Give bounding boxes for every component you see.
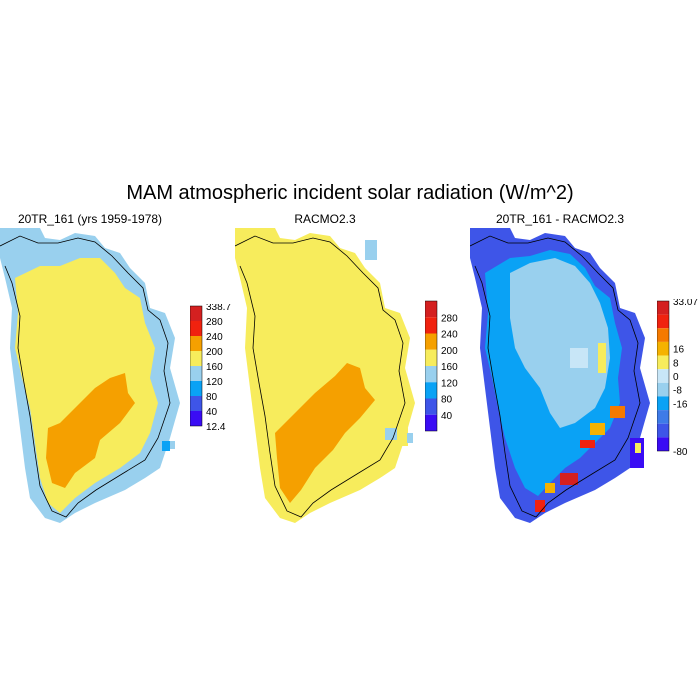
colorbar-swatch <box>425 366 437 383</box>
map-1-dot-east <box>162 441 175 451</box>
map-panel-1 <box>0 228 180 523</box>
colorbar-level-label: 200 <box>206 347 223 358</box>
panel-title-2: RACMO2.3 <box>294 212 356 226</box>
colorbar-swatch <box>425 301 437 318</box>
main-title: MAM atmospheric incident solar radiation… <box>126 182 574 204</box>
map-3-interior <box>510 258 610 428</box>
colorbar-swatch <box>657 423 669 438</box>
colorbar-min-label: -80 <box>673 447 688 458</box>
colorbar-level-label: 16 <box>673 345 685 356</box>
map-3-positive-coast <box>535 406 625 512</box>
colorbar-swatch <box>190 396 202 411</box>
colorbar-swatch <box>657 382 669 397</box>
map-2-coast-band <box>235 228 415 523</box>
colorbar-level-label: 40 <box>441 411 453 422</box>
colorbar-swatch <box>657 355 669 370</box>
map-3-dot-east <box>630 438 644 468</box>
colorbar-level-label: 80 <box>441 395 453 406</box>
colorbar-level-label: 240 <box>441 330 458 341</box>
map-2-coastline <box>235 235 406 518</box>
colorbar-1: 280 240 200 160 120 80 40 338.7 12.4 <box>190 304 231 433</box>
map-1-coastline <box>0 235 171 518</box>
colorbar-level-label: 120 <box>441 378 458 389</box>
colorbar-swatch <box>425 349 437 366</box>
colorbar-2: 280 240 200 160 120 80 40 <box>425 300 458 432</box>
colorbar-frame <box>190 305 203 427</box>
colorbar-swatch <box>190 411 202 426</box>
colorbar-level-label: 280 <box>206 317 223 328</box>
colorbar-swatch <box>657 369 669 383</box>
colorbar-swatch <box>425 382 437 399</box>
colorbar-max-label: 338.7 <box>206 304 231 313</box>
colorbar-level-label: 200 <box>441 346 458 357</box>
colorbar-level-label: 8 <box>673 358 679 369</box>
colorbar-swatch <box>190 321 202 336</box>
colorbar-frame <box>425 300 438 432</box>
map-panel-2 <box>235 228 415 523</box>
colorbar-swatch <box>657 314 669 329</box>
colorbar-level-label: 160 <box>441 362 458 373</box>
colorbar-swatch <box>190 366 202 381</box>
colorbar-swatch <box>425 414 437 431</box>
colorbar-frame <box>657 300 670 452</box>
map-3-coastline <box>470 235 641 518</box>
colorbar-min-label: 12.4 <box>206 422 226 433</box>
colorbar-swatch <box>190 381 202 396</box>
colorbar-level-label: 80 <box>206 392 218 403</box>
colorbar-level-label: 280 <box>441 313 458 324</box>
panel-title-1: 20TR_161 (yrs 1959-1978) <box>17 212 163 226</box>
colorbar-swatch <box>657 328 669 342</box>
colorbar-swatch <box>657 410 669 424</box>
colorbar-swatch <box>657 301 669 315</box>
colorbar-swatch <box>657 341 669 356</box>
map-2-dot-east <box>400 428 413 446</box>
colorbar-swatch <box>190 351 202 366</box>
colorbar-level-label: 40 <box>206 407 218 418</box>
colorbar-level-label: 160 <box>206 362 223 373</box>
colorbar-swatch <box>425 398 437 415</box>
panel-title-3: 20TR_161 - RACMO2.3 <box>495 212 625 226</box>
colorbar-swatch <box>425 317 437 334</box>
colorbar-level-label: 120 <box>206 377 223 388</box>
colorbar-level-label: -8 <box>673 386 682 397</box>
colorbar-level-label: 240 <box>206 332 223 343</box>
colorbar-swatch <box>657 396 669 411</box>
colorbar-level-label: -16 <box>673 399 688 410</box>
colorbar-swatch <box>190 306 202 321</box>
map-panel-3 <box>470 228 650 523</box>
colorbar-swatch <box>190 336 202 351</box>
map-1-high-band <box>46 373 135 488</box>
colorbar-level-label: 0 <box>673 372 679 383</box>
colorbar-swatch <box>657 437 669 451</box>
colorbar-max-label: 33.07 <box>673 299 698 308</box>
map-2-high-band <box>275 363 375 503</box>
colorbar-3: 16 8 0 -8 -16 33.07 -80 <box>657 299 698 458</box>
colorbar-swatch <box>425 333 437 350</box>
